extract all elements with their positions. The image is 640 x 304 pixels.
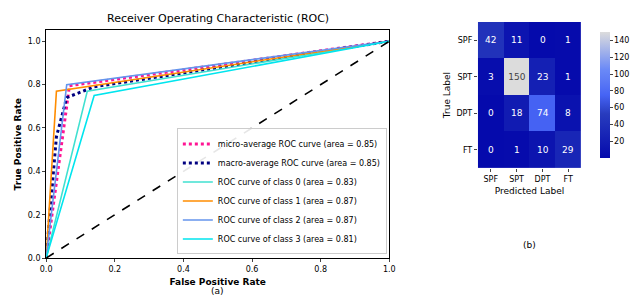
svg-text:1: 1 (565, 35, 571, 45)
svg-text:100: 100 (614, 70, 629, 79)
svg-text:150: 150 (508, 72, 525, 82)
svg-text:0.8: 0.8 (314, 265, 327, 274)
svg-text:80: 80 (614, 87, 624, 96)
svg-text:macro-average ROC curve (area: macro-average ROC curve (area = 0.85) (218, 159, 380, 168)
svg-text:1.0: 1.0 (28, 37, 41, 46)
svg-text:FT: FT (463, 146, 472, 155)
svg-text:140: 140 (614, 36, 629, 45)
svg-text:0: 0 (488, 108, 494, 118)
svg-text:SPT: SPT (509, 175, 524, 184)
svg-text:FT: FT (564, 175, 573, 184)
svg-text:18: 18 (511, 108, 523, 118)
svg-text:Receiver Operating Characteris: Receiver Operating Characteristic (ROC) (107, 12, 329, 25)
svg-text:0.6: 0.6 (28, 124, 41, 133)
svg-text:micro-average ROC curve (area: micro-average ROC curve (area = 0.85) (218, 140, 377, 149)
svg-text:True Positive Rate: True Positive Rate (13, 98, 23, 190)
svg-text:Predicted Label: Predicted Label (495, 186, 564, 196)
svg-text:(a): (a) (211, 286, 224, 296)
svg-text:ROC curve of class 1 (area = 0: ROC curve of class 1 (area = 0.87) (218, 197, 357, 206)
svg-text:0.2: 0.2 (28, 211, 41, 220)
svg-text:0: 0 (488, 145, 494, 155)
svg-text:20: 20 (614, 137, 624, 146)
svg-text:3: 3 (488, 72, 494, 82)
svg-text:ROC curve of class 2 (area = 0: ROC curve of class 2 (area = 0.87) (218, 216, 357, 225)
svg-text:60: 60 (614, 103, 624, 112)
svg-text:10: 10 (537, 145, 549, 155)
svg-text:True Label: True Label (442, 72, 452, 119)
svg-text:42: 42 (485, 35, 496, 45)
svg-text:ROC curve of class 0 (area = 0: ROC curve of class 0 (area = 0.83) (218, 178, 357, 187)
svg-text:8: 8 (565, 108, 571, 118)
svg-text:0.0: 0.0 (28, 254, 41, 263)
svg-text:0.4: 0.4 (177, 265, 190, 274)
svg-text:0.8: 0.8 (28, 80, 41, 89)
svg-text:ROC curve of class 3 (area = 0: ROC curve of class 3 (area = 0.81) (218, 235, 357, 244)
svg-text:0.4: 0.4 (28, 167, 41, 176)
svg-text:(b): (b) (523, 240, 536, 250)
svg-text:0.2: 0.2 (108, 265, 121, 274)
svg-text:120: 120 (614, 53, 629, 62)
svg-text:False Positive Rate: False Positive Rate (169, 277, 266, 287)
svg-text:DPT: DPT (534, 175, 550, 184)
svg-text:DPT: DPT (456, 109, 472, 118)
svg-text:40: 40 (614, 120, 624, 129)
svg-text:SPF: SPF (458, 36, 473, 45)
svg-text:1: 1 (514, 145, 520, 155)
svg-text:74: 74 (537, 108, 549, 118)
svg-text:SPT: SPT (457, 73, 472, 82)
svg-text:23: 23 (537, 72, 548, 82)
svg-text:0: 0 (540, 35, 546, 45)
svg-text:SPF: SPF (484, 175, 499, 184)
svg-text:1.0: 1.0 (383, 265, 396, 274)
svg-text:0.6: 0.6 (246, 265, 259, 274)
svg-text:1: 1 (565, 72, 571, 82)
svg-text:0.0: 0.0 (40, 265, 53, 274)
svg-text:11: 11 (511, 35, 522, 45)
svg-text:29: 29 (562, 145, 574, 155)
